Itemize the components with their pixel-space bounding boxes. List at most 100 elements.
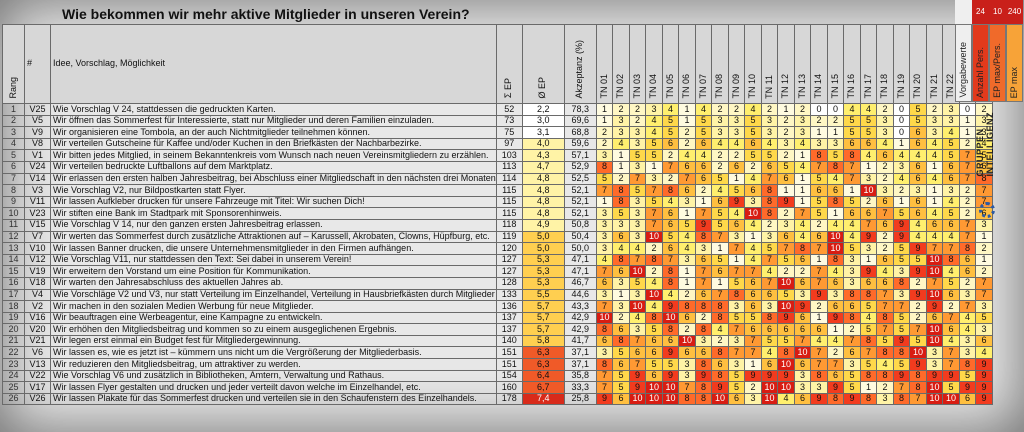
table-body: 1 V25 Wie Vorschlag V 24, stattdessen die … <box>2 103 993 406</box>
tn-score-cell: 6 <box>727 160 746 174</box>
table-row[interactable]: 18 V2 Wir machen in den sozialen Medien We… <box>2 300 993 313</box>
table-row[interactable]: 21 V21 Wir legen erst einmal ein Budget fe… <box>2 334 993 348</box>
table-row[interactable]: 14 V12 Wie Vorschlag V11, nur stattdessen … <box>2 253 993 267</box>
table-row[interactable]: 11 V15 Wie Vorschlag V 14, nur den ganzen … <box>2 218 993 232</box>
setting-value-0[interactable] <box>955 0 972 24</box>
setting-value-1[interactable]: 24 <box>972 0 989 24</box>
tn-score-cell: 5 <box>810 172 828 186</box>
avg-ep-cell: 4,8 <box>521 207 565 220</box>
tn-score-cell: 1 <box>925 160 944 174</box>
tn-score-cell: 3 <box>843 253 861 267</box>
sum-ep-cell: 136 <box>495 300 523 313</box>
table-row[interactable]: 25 V17 Wir lassen Flyer gestalten und druc… <box>2 381 993 394</box>
rank-cell: 1 <box>2 103 25 116</box>
tn-score-cell: 5 <box>810 195 828 209</box>
tn-score-cell: 1 <box>859 160 878 174</box>
tn-score-cell: 8 <box>678 300 696 313</box>
tn-score-cell: 5 <box>628 149 647 162</box>
tn-score-cell: 10 <box>595 311 614 325</box>
tn-score-cell: 4 <box>942 230 960 244</box>
setting-value-3[interactable]: 240 <box>1006 0 1023 24</box>
tn-score-cell: 8 <box>661 323 680 336</box>
tn-score-cell: 6 <box>612 392 630 406</box>
table-row[interactable]: 24 V22 Wie Vorschlag V6 und zusätzlich in … <box>2 369 993 383</box>
tn-score-cell: 8 <box>892 276 911 290</box>
idea-cell: Wir bitten jedes Mitglied, in seinem Bek… <box>50 149 497 162</box>
tn-score-cell: 7 <box>843 160 861 174</box>
tn-score-cell: 3 <box>925 114 944 128</box>
akzeptanz-cell: 50,0 <box>563 242 597 255</box>
tn-score-cell: 6 <box>612 323 630 336</box>
tn-score-cell: 3 <box>777 218 795 232</box>
sum-ep-cell: 133 <box>495 288 523 302</box>
tn-score-cell: 5 <box>942 207 960 220</box>
tn-score-cell: 3 <box>694 334 713 348</box>
table-row[interactable]: 23 V13 Wir reduzieren den Mitgliedsbeitrag… <box>2 358 993 371</box>
table-row[interactable]: 20 V20 Wir erhöhen den Mitgliedsbeitrag un… <box>2 323 993 336</box>
tn-score-cell: 4 <box>744 172 762 186</box>
table-row[interactable]: 5 V1 Wir bitten jedes Mitglied, in seinem … <box>2 149 993 162</box>
tn-score-cell: 6 <box>744 288 762 302</box>
rank-cell: 3 <box>2 126 25 139</box>
tn-score-cell: 5 <box>711 207 729 220</box>
tn-score-cell: 5 <box>727 184 746 197</box>
rank-cell: 22 <box>2 346 25 360</box>
tn-score-cell: 6 <box>661 207 680 220</box>
tn-score-cell: 3 <box>909 184 927 197</box>
tn-score-cell: 3 <box>595 207 614 220</box>
tn-score-cell: 6 <box>909 172 927 186</box>
tn-score-cell: 7 <box>645 218 663 232</box>
tn-score-cell: 4 <box>711 137 729 151</box>
table-row[interactable]: 6 V24 Wir verteilen bedruckte Luftballons … <box>2 160 993 174</box>
tn-score-cell: 10 <box>909 346 927 360</box>
tn-score-cell: 2 <box>777 114 795 128</box>
table-row[interactable]: 12 V7 Wir werten das Sommerfest durch zusä… <box>2 230 993 244</box>
tn-score-cell: 1 <box>727 172 746 186</box>
tn-score-cell: 3 <box>711 126 729 139</box>
idea-cell: Wir warten den Jahresabschluss des aktue… <box>50 276 497 290</box>
table-row[interactable]: 15 V19 Wir erweitern den Vorstand um eine … <box>2 265 993 278</box>
setting-value-2[interactable]: 10 <box>989 0 1006 24</box>
table-row[interactable]: 7 V14 Wir erlassen den ersten halben Jahre… <box>2 172 993 186</box>
tn-score-cell: 5 <box>810 207 828 220</box>
tn-score-cell: 2 <box>711 160 729 174</box>
tn-score-cell: 4 <box>678 230 696 244</box>
tn-score-cell: 4 <box>645 276 663 290</box>
table-row[interactable]: 2 V5 Wir öffnen das Sommerfest für Interes… <box>2 114 993 128</box>
table-row[interactable]: 3 V9 Wir organisieren eine Tombola, an der… <box>2 126 993 139</box>
table-row[interactable]: 22 V6 Wir lassen es, wie es jetzt ist – kü… <box>2 346 993 360</box>
tn-score-cell: 9 <box>859 265 878 278</box>
tn-score-cell: 3 <box>876 126 894 139</box>
tn-score-cell: 4 <box>826 172 845 186</box>
table-row[interactable]: 19 V16 Wir beauftragen eine Werbeagentur, … <box>2 311 993 325</box>
id-cell: V26 <box>24 392 51 406</box>
tn-score-cell: 10 <box>678 334 696 348</box>
tn-score-cell: 4 <box>859 149 878 162</box>
table-row[interactable]: 13 V10 Wir lassen Banner drucken, die unse… <box>2 242 993 255</box>
table-row[interactable]: 16 V18 Wir warten den Jahresabschluss des … <box>2 276 993 290</box>
table-row[interactable]: 10 V23 Wir stiften eine Bank im Stadtpark … <box>2 207 993 220</box>
table-row[interactable]: 26 V26 Wir lassen Plakate für das Sommerfe… <box>2 392 993 406</box>
tn-score-cell: 5 <box>694 114 713 128</box>
table-row[interactable]: 8 V3 Wie Vorschlag V2, nur Bildpostkarten … <box>2 184 993 197</box>
tn-score-cell: 7 <box>810 346 828 360</box>
tn-score-cell: 7 <box>645 207 663 220</box>
tn-score-cell: 6 <box>843 207 861 220</box>
tn-score-cell: 3 <box>793 369 812 383</box>
rank-cell: 13 <box>2 242 25 255</box>
tn-score-cell: 2 <box>810 300 828 313</box>
tn-score-cell: 1 <box>810 126 828 139</box>
sum-ep-cell: 178 <box>495 392 523 406</box>
table-row[interactable]: 4 V8 Wir verteilen Gutscheine für Kaffee u… <box>2 137 993 151</box>
tn-score-cell: 4 <box>678 242 696 255</box>
avg-ep-cell: 5,5 <box>521 288 565 302</box>
table-row[interactable]: 1 V25 Wie Vorschlag V 24, stattdessen die … <box>2 103 993 116</box>
table-row[interactable]: 17 V4 Wie Vorschläge V2 und V3, nur statt … <box>2 288 993 302</box>
table-row[interactable]: 9 V11 Wir lassen Aufkleber drucken für uns… <box>2 195 993 209</box>
tn-score-cell: 5 <box>843 242 861 255</box>
tn-score-cell: 6 <box>876 253 894 267</box>
tn-score-cell: 5 <box>612 381 630 394</box>
header-tn: TN 19 <box>892 24 911 104</box>
tn-score-cell: 10 <box>826 230 845 244</box>
sum-ep-cell: 75 <box>495 126 523 139</box>
